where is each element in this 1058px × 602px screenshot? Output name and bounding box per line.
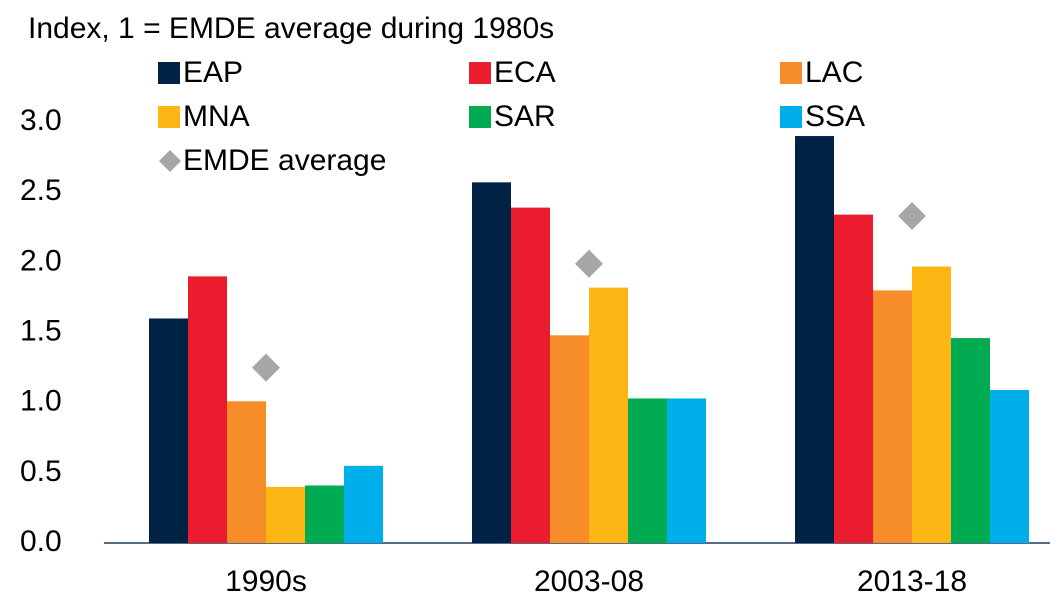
bar [628, 398, 667, 543]
bar [149, 318, 188, 543]
legend-label: EMDE average [183, 144, 386, 177]
legend-swatch [469, 62, 491, 84]
bar [305, 485, 344, 543]
legend-label: SSA [805, 100, 865, 133]
bar [188, 276, 227, 543]
legend-swatch [158, 62, 180, 84]
y-tick-label: 2.0 [20, 244, 62, 277]
bar [990, 390, 1029, 543]
bar [795, 136, 834, 544]
bar [589, 287, 628, 543]
bar [834, 214, 873, 543]
legend-swatch [158, 106, 180, 128]
bar [472, 182, 511, 544]
legend-label: EAP [183, 56, 243, 89]
marker [898, 202, 926, 231]
legend-label: MNA [183, 100, 250, 133]
y-tick-label: 2.5 [20, 174, 62, 207]
bar [550, 335, 589, 543]
legend-swatch [780, 106, 802, 128]
bar [344, 465, 383, 543]
legend-label: LAC [805, 56, 863, 89]
x-tick-label: 2003-08 [534, 565, 644, 598]
legend-swatch [780, 62, 802, 84]
legend-marker [159, 150, 181, 172]
x-tick-label: 1990s [225, 565, 307, 598]
x-tick-label: 2013-18 [857, 565, 967, 598]
marker [252, 353, 280, 382]
y-tick-label: 1.0 [20, 385, 62, 418]
y-tick-label: 1.5 [20, 314, 62, 347]
legend-label: SAR [494, 100, 556, 133]
bar [511, 207, 550, 543]
bar [227, 401, 266, 543]
y-tick-label: 3.0 [20, 104, 62, 137]
legend-label: ECA [494, 56, 556, 89]
bar [266, 486, 305, 543]
y-tick-label: 0.5 [20, 455, 62, 488]
y-tick-label: 0.0 [20, 525, 62, 558]
marker [575, 249, 603, 278]
legend-swatch [469, 106, 491, 128]
bar [667, 398, 706, 543]
bar [873, 290, 912, 543]
chart-title: Index, 1 = EMDE average during 1980s [28, 12, 554, 45]
bar [951, 338, 990, 543]
bar [912, 266, 951, 543]
